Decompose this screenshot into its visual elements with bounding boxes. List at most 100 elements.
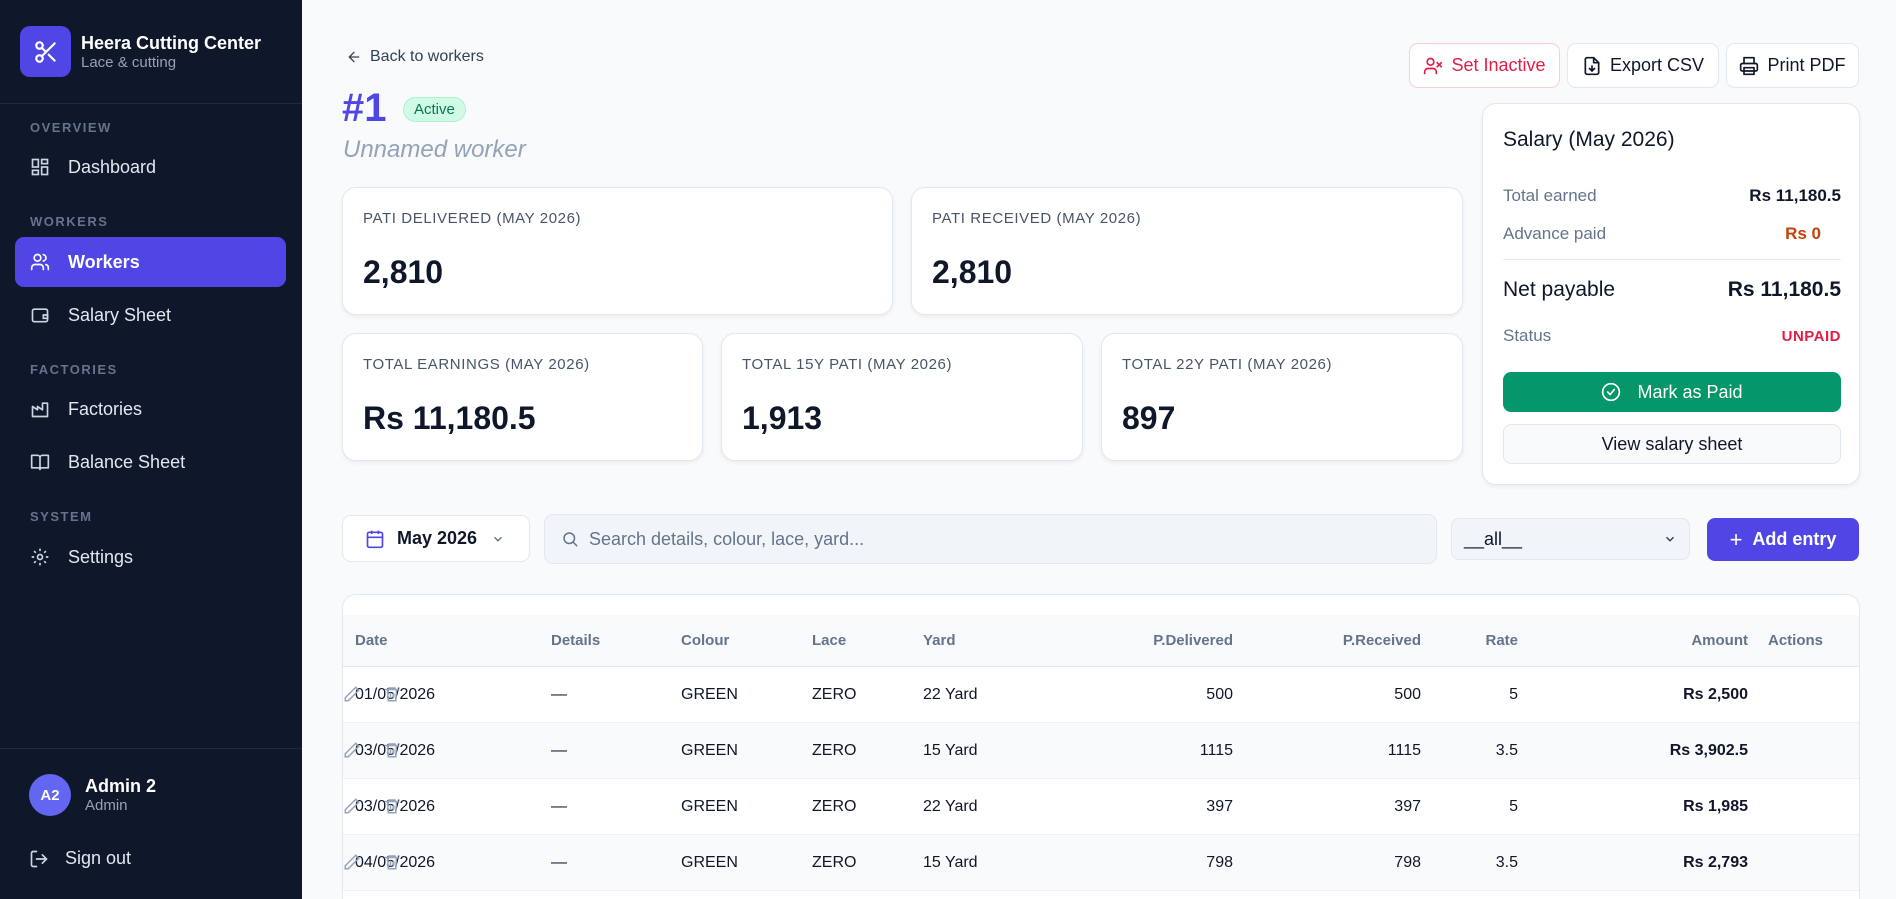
table-row[interactable]: 03/05/2026 — GREEN ZERO 22 Yard 397 397 …: [343, 779, 1859, 835]
column-header-received[interactable]: P.Received: [1342, 632, 1421, 649]
search-input[interactable]: [589, 528, 1409, 550]
cell-colour: GREEN: [681, 854, 738, 871]
user-role: Admin: [85, 797, 128, 814]
table-header: Date Details Colour Lace Yard P.Delivere…: [343, 615, 1859, 667]
cell-details: —: [551, 854, 567, 871]
mark-as-paid-button[interactable]: Mark as Paid: [1503, 372, 1841, 412]
cell-lace: ZERO: [812, 686, 857, 703]
gear-icon: [31, 548, 49, 566]
sidebar-item-salary-sheet[interactable]: Salary Sheet: [15, 290, 286, 340]
sign-out-button[interactable]: Sign out: [29, 848, 131, 869]
cell-yard: 15 Yard: [923, 742, 978, 759]
book-icon: [30, 454, 50, 471]
edit-button[interactable]: [343, 853, 363, 873]
cell-colour: GREEN: [681, 686, 738, 703]
net-payable-value: Rs 11,180.5: [1727, 278, 1841, 301]
cell-details: —: [551, 686, 567, 703]
sidebar-item-factories[interactable]: Factories: [15, 384, 286, 434]
stat-card-total-22y-pati: TOTAL 22Y PATI (MAY 2026) 897: [1101, 333, 1463, 461]
search-box[interactable]: [544, 514, 1437, 564]
column-header-yard[interactable]: Yard: [923, 632, 956, 649]
cell-lace: ZERO: [812, 854, 857, 871]
back-label: Back to workers: [370, 48, 484, 65]
column-header-rate[interactable]: Rate: [1485, 632, 1518, 649]
edit-button[interactable]: [343, 741, 363, 761]
column-header-details[interactable]: Details: [551, 632, 601, 649]
cell-amount: Rs 2,793: [1683, 854, 1748, 871]
cell-delivered: 1115: [1199, 742, 1233, 759]
stat-card-pati-delivered: PATI DELIVERED (MAY 2026) 2,810: [342, 187, 893, 315]
column-header-actions: Actions: [1768, 632, 1824, 649]
edit-button[interactable]: [343, 797, 363, 817]
sidebar-item-label: Factories: [68, 398, 143, 419]
check-circle-icon: [1602, 382, 1621, 402]
total-earned-label: Total earned: [1503, 186, 1597, 205]
delete-button[interactable]: [383, 685, 403, 705]
sidebar-item-settings[interactable]: Settings: [15, 532, 286, 582]
cell-yard: 22 Yard: [923, 686, 978, 703]
total-earned-value: Rs 11,180.5: [1749, 186, 1841, 205]
section-overview: OVERVIEW: [30, 120, 112, 135]
cell-yard: 22 Yard: [923, 798, 978, 815]
cell-rate: 5: [1509, 798, 1518, 815]
user-profile[interactable]: A2 Admin 2 Admin: [29, 774, 156, 816]
cell-amount: Rs 2,500: [1683, 686, 1748, 703]
delete-button[interactable]: [383, 797, 403, 817]
table-row[interactable]: 01/05/2026 — GREEN ZERO 22 Yard 500 500 …: [343, 667, 1859, 723]
sidebar: Heera Cutting Center Lace & cutting OVER…: [0, 0, 302, 899]
cell-received: 1115: [1387, 742, 1421, 759]
sidebar-item-dashboard[interactable]: Dashboard: [15, 142, 286, 192]
cell-date: 03/05/2026: [355, 742, 436, 759]
cell-details: —: [551, 798, 567, 815]
pencil-icon: [344, 854, 360, 870]
table-row[interactable]: 03/05/2026 — GREEN ZERO 15 Yard 1115 111…: [343, 723, 1859, 779]
printer-icon: [1740, 56, 1759, 75]
delete-button[interactable]: [383, 741, 403, 761]
calendar-icon: [366, 530, 384, 548]
edit-button[interactable]: [343, 685, 363, 705]
column-header-amount[interactable]: Amount: [1691, 632, 1748, 649]
cell-details: —: [551, 742, 567, 759]
month-picker[interactable]: May 2026: [342, 515, 530, 562]
column-header-delivered[interactable]: P.Delivered: [1153, 632, 1233, 649]
export-csv-button[interactable]: Export CSV: [1567, 43, 1719, 88]
pencil-icon: [344, 686, 360, 702]
set-inactive-button[interactable]: Set Inactive: [1409, 43, 1560, 88]
column-header-lace[interactable]: Lace: [812, 632, 847, 649]
sidebar-item-balance-sheet[interactable]: Balance Sheet: [15, 437, 286, 487]
stat-card-total-earnings: TOTAL EARNINGS (MAY 2026) Rs 11,180.5: [342, 333, 703, 461]
print-pdf-label: Print PDF: [1767, 55, 1846, 75]
advance-paid-label: Advance paid: [1503, 224, 1607, 243]
column-header-colour[interactable]: Colour: [681, 632, 730, 649]
user-x-icon: [1424, 57, 1443, 74]
advance-paid-value: Rs 0: [1785, 224, 1821, 243]
sidebar-item-label: Balance Sheet: [68, 451, 186, 472]
trash-icon: [384, 855, 400, 870]
sign-out-label: Sign out: [65, 848, 132, 868]
filter-value: __all__: [1464, 528, 1523, 549]
yard-filter-select[interactable]: __all__: [1451, 518, 1690, 560]
pencil-icon: [344, 798, 360, 814]
stat-card-total-15y-pati: TOTAL 15Y PATI (MAY 2026) 1,913: [721, 333, 1083, 461]
add-entry-button[interactable]: + Add entry: [1707, 518, 1859, 561]
stat-label: TOTAL 22Y PATI (MAY 2026): [1122, 356, 1333, 373]
cell-delivered: 397: [1206, 798, 1233, 815]
month-value: May 2026: [397, 528, 478, 548]
delete-button[interactable]: [383, 853, 403, 873]
column-header-date[interactable]: Date: [355, 632, 388, 649]
chevron-down-icon: [494, 536, 503, 542]
wallet-icon: [31, 308, 49, 323]
cell-lace: ZERO: [812, 798, 857, 815]
table-row[interactable]: 04/05/2026 — GREEN ZERO 15 Yard 798 798 …: [343, 835, 1859, 891]
stat-label: PATI RECEIVED (MAY 2026): [932, 210, 1142, 227]
sidebar-item-label: Settings: [68, 546, 134, 567]
view-salary-sheet-button[interactable]: View salary sheet: [1503, 424, 1841, 464]
print-pdf-button[interactable]: Print PDF: [1726, 43, 1859, 88]
back-to-workers-link[interactable]: Back to workers: [346, 48, 484, 66]
factory-icon: [31, 402, 49, 418]
stat-label: TOTAL EARNINGS (MAY 2026): [363, 356, 590, 373]
file-download-icon: [1584, 56, 1600, 75]
search-icon: [563, 532, 578, 547]
worker-id: #1: [342, 86, 387, 130]
sidebar-item-workers[interactable]: Workers: [15, 237, 286, 287]
